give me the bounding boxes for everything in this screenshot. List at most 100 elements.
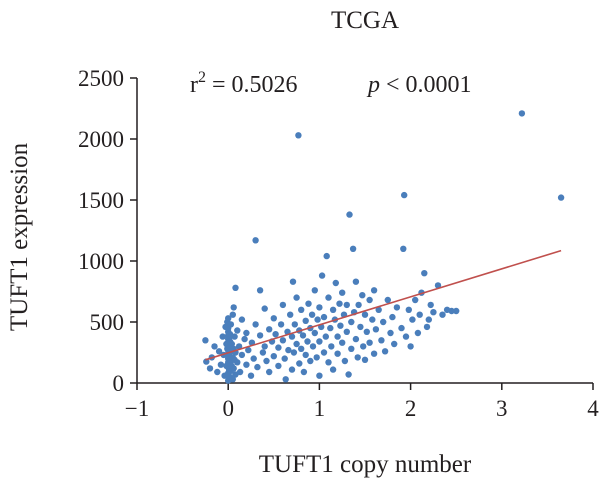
data-point (229, 311, 236, 318)
data-point (238, 351, 246, 359)
data-point (232, 284, 239, 291)
data-point (366, 339, 373, 346)
data-point (370, 350, 378, 357)
data-point (425, 316, 432, 323)
data-point (307, 357, 314, 365)
data-point (241, 335, 248, 343)
data-point (414, 329, 422, 337)
data-point (311, 287, 318, 294)
data-point (320, 313, 328, 321)
data-point (295, 132, 302, 139)
data-point (228, 340, 235, 348)
data-point (229, 376, 236, 383)
data-point (247, 372, 255, 379)
data-point (313, 354, 320, 361)
data-point (343, 328, 350, 335)
data-point (322, 333, 329, 340)
data-point (252, 237, 259, 244)
data-point (409, 316, 416, 323)
data-point (285, 346, 292, 354)
data-point (329, 306, 337, 313)
data-point (298, 345, 305, 352)
p-symbol: p (366, 72, 380, 98)
x-tick-label: 1 (314, 396, 326, 421)
p-value: < 0.0001 (380, 72, 472, 98)
data-point (434, 282, 442, 289)
data-point (225, 315, 232, 322)
data-point (334, 350, 341, 357)
data-point (393, 304, 401, 311)
data-point (557, 194, 565, 201)
data-point (277, 321, 285, 328)
data-point (259, 349, 267, 356)
data-point (336, 300, 343, 307)
y-axis-label: TUFT1 expression (6, 142, 33, 331)
data-point (217, 361, 225, 368)
data-point (381, 348, 389, 355)
data-point (316, 304, 323, 311)
data-point (348, 345, 355, 352)
data-point (372, 326, 380, 333)
data-point (308, 311, 316, 318)
data-point (361, 356, 369, 363)
data-point (375, 306, 382, 313)
data-point (261, 343, 268, 350)
data-point (327, 324, 334, 332)
p-value-annotation: p < 0.0001 (366, 72, 472, 98)
x-tick-label: 2 (405, 396, 417, 421)
y-tick-label: 500 (90, 310, 125, 335)
data-point (305, 300, 312, 307)
data-point (293, 340, 300, 348)
data-point (314, 316, 321, 323)
data-point (231, 333, 238, 340)
data-point (270, 353, 277, 360)
data-point (407, 343, 414, 350)
data-point (369, 316, 376, 323)
data-point (263, 357, 270, 365)
data-point (261, 305, 268, 312)
data-point (302, 351, 309, 359)
data-point (448, 307, 455, 315)
data-point (206, 365, 214, 372)
data-point (402, 333, 410, 340)
data-point (316, 338, 323, 345)
data-point (311, 329, 318, 337)
data-point (299, 332, 307, 339)
data-point (384, 296, 391, 304)
data-point (355, 301, 362, 309)
data-point (282, 376, 289, 383)
data-point (270, 315, 277, 322)
data-point (290, 349, 298, 356)
data-point (289, 278, 297, 285)
data-point (323, 252, 330, 260)
data-point (256, 287, 264, 294)
data-point (298, 306, 305, 313)
x-tick-label: 0 (222, 396, 234, 421)
regression-line-group (205, 249, 562, 361)
data-point (357, 323, 364, 331)
data-point (421, 270, 428, 277)
data-point (328, 343, 335, 350)
data-point (360, 343, 367, 350)
data-point (354, 354, 361, 361)
r-superscript: 2 (198, 69, 206, 86)
data-point (416, 311, 423, 318)
data-point (401, 191, 408, 199)
data-point (215, 348, 223, 355)
data-point (245, 346, 252, 354)
data-point (387, 329, 394, 337)
r-symbol: r (190, 72, 198, 98)
data-point (266, 368, 273, 376)
data-point (412, 296, 419, 304)
data-point (430, 309, 437, 316)
data-point (219, 333, 226, 340)
data-point (243, 329, 250, 337)
data-point (266, 326, 273, 333)
data-point (304, 338, 311, 345)
data-point (234, 327, 241, 334)
data-point (279, 301, 287, 309)
x-tick-label: −1 (125, 396, 149, 421)
data-point (359, 292, 366, 299)
data-point (325, 359, 332, 366)
